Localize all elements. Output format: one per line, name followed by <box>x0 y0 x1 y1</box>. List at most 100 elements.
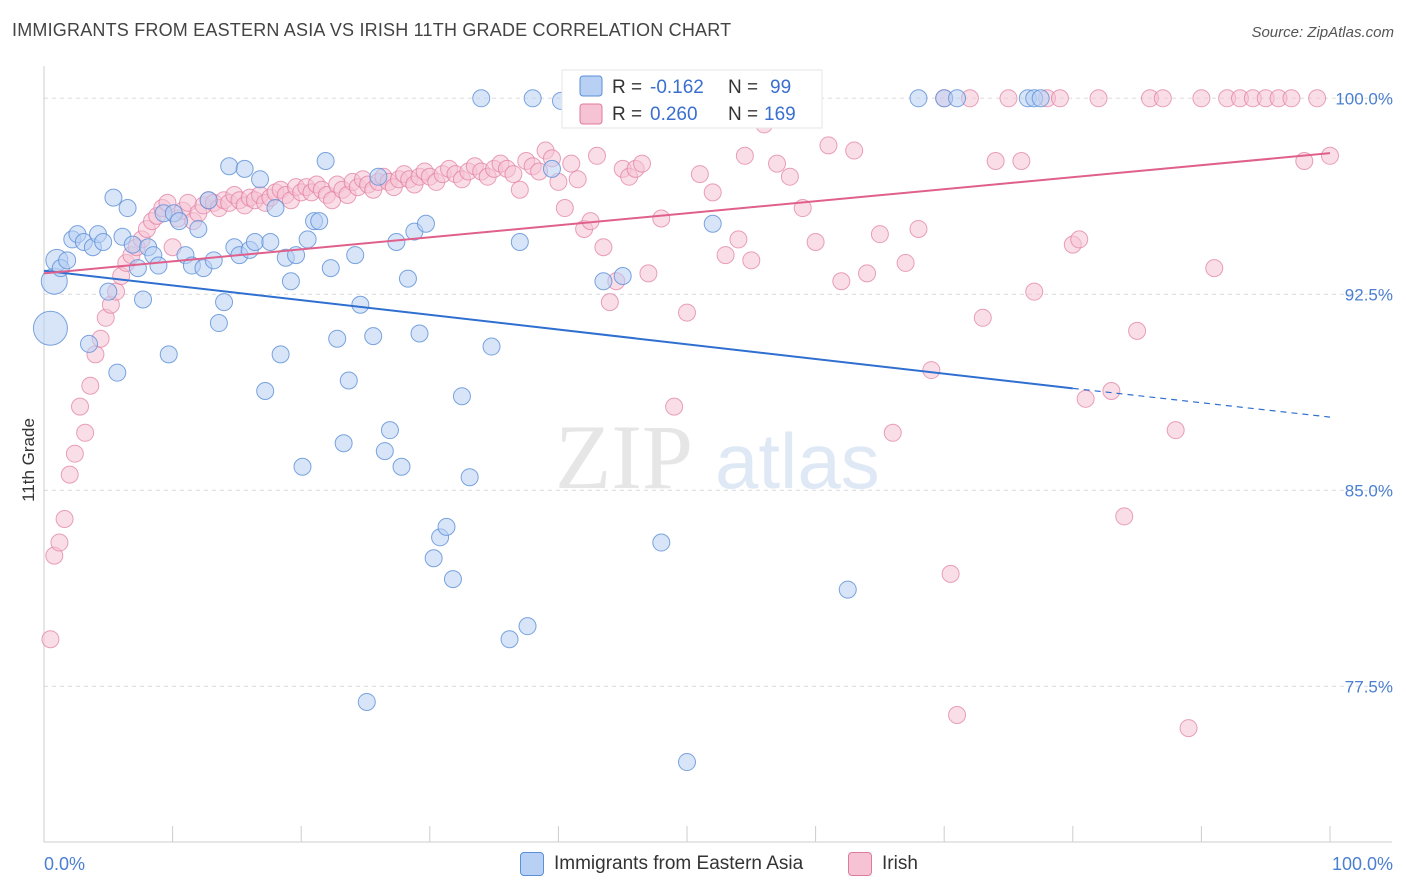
eastern-asia-point <box>472 89 491 108</box>
eastern-asia-point <box>460 468 479 487</box>
eastern-asia-point <box>838 580 857 599</box>
eastern-asia-point <box>204 251 223 270</box>
legend-item-eastern-asia: Immigrants from Eastern Asia <box>520 852 803 876</box>
eastern-asia-point <box>410 324 429 343</box>
source-label: Source: ZipAtlas.com <box>1251 24 1394 41</box>
chart-title: IMMIGRANTS FROM EASTERN ASIA VS IRISH 11… <box>12 20 732 40</box>
irish-point <box>65 444 84 463</box>
irish-point <box>60 465 79 484</box>
watermark-atlas: atlas <box>715 417 880 505</box>
stats-r-label-blue: R = <box>612 77 642 98</box>
trend-lines <box>43 152 1331 418</box>
eastern-asia-point <box>128 259 147 278</box>
irish-point <box>1308 89 1327 108</box>
legend-label-eastern-asia: Immigrants from Eastern Asia <box>554 853 804 874</box>
eastern-asia-point <box>364 327 383 346</box>
eastern-asia-point <box>80 334 99 353</box>
irish-point <box>678 303 696 322</box>
stats-n-label-pink: N = <box>728 104 758 125</box>
x-tick-label-end: 100.0% <box>1332 854 1393 874</box>
eastern-asia-point <box>159 345 178 364</box>
legend-label-irish: Irish <box>882 853 918 874</box>
irish-point <box>1012 152 1031 171</box>
y-tick-label: 100.0% <box>1335 89 1393 108</box>
irish-point <box>729 230 748 249</box>
irish-point <box>1128 321 1147 340</box>
eastern-asia-point <box>134 290 153 309</box>
irish-point <box>832 272 851 291</box>
eastern-asia-point <box>510 233 529 252</box>
eastern-asia-point <box>523 89 542 108</box>
irish-point <box>55 510 74 529</box>
eastern-asia-point <box>298 230 317 249</box>
eastern-asia-point <box>321 259 340 278</box>
irish-point <box>1102 381 1121 400</box>
stats-r-label-pink: R = <box>612 104 642 125</box>
eastern-asia-point <box>281 272 300 291</box>
eastern-asia-point <box>437 517 456 536</box>
eastern-asia-point <box>251 170 270 189</box>
irish-trend-line <box>43 152 1331 275</box>
irish-point <box>1321 146 1339 165</box>
eastern-asia-point <box>99 282 118 301</box>
y-tick-label: 92.5% <box>1345 285 1393 304</box>
y-tick-label: 85.0% <box>1345 481 1393 500</box>
eastern-asia-point <box>261 233 280 252</box>
irish-point <box>768 154 787 173</box>
eastern-asia-point <box>339 371 358 390</box>
eastern-asia-point <box>209 314 228 333</box>
irish-point <box>973 308 992 327</box>
eastern-asia-point <box>424 549 443 568</box>
irish-point <box>1192 89 1211 108</box>
eastern-asia-point <box>357 692 376 711</box>
irish-point <box>665 397 684 416</box>
irish-point <box>870 225 889 244</box>
eastern-asia-point <box>652 533 671 552</box>
irish-point <box>986 152 1005 171</box>
stats-legend: R = -0.162 N = 99 R = 0.260 N = 169 <box>561 69 823 129</box>
eastern-asia-trend-line <box>43 269 1073 390</box>
eastern-asia-point <box>199 191 218 210</box>
irish-point <box>41 630 60 649</box>
eastern-asia-point <box>293 457 312 476</box>
eastern-asia-point <box>948 89 967 108</box>
eastern-asia-point <box>108 363 127 382</box>
irish-point <box>1115 507 1134 526</box>
irish-point <box>76 423 95 442</box>
irish-point <box>883 423 902 442</box>
eastern-asia-point <box>909 89 928 108</box>
irish-point <box>510 180 529 199</box>
eastern-asia-point <box>94 233 113 252</box>
eastern-asia-point <box>542 159 561 178</box>
eastern-asia-point <box>245 233 264 252</box>
irish-point <box>568 170 587 189</box>
eastern-asia-point <box>328 329 347 348</box>
irish-point <box>941 564 960 583</box>
irish-point <box>999 89 1018 108</box>
irish-point <box>594 238 613 257</box>
irish-point <box>1282 89 1301 108</box>
eastern-asia-point <box>369 167 388 186</box>
irish-points <box>41 89 1339 738</box>
eastern-asia-point <box>316 152 335 171</box>
irish-point <box>806 233 825 252</box>
eastern-asia-point <box>594 272 613 291</box>
eastern-asia-point <box>387 233 406 252</box>
legend-swatch-blue <box>520 852 544 876</box>
eastern-asia-point <box>271 345 290 364</box>
irish-point <box>716 246 735 265</box>
irish-point <box>742 251 761 270</box>
legend-item-irish: Irish <box>848 852 918 876</box>
stats-n-label-blue: N = <box>728 77 758 98</box>
eastern-asia-point <box>518 617 537 636</box>
y-tick-label: 77.5% <box>1345 677 1393 696</box>
eastern-asia-point <box>678 753 696 772</box>
eastern-asia-point <box>149 256 168 275</box>
irish-point <box>1089 89 1108 108</box>
eastern-asia-point <box>398 269 417 288</box>
eastern-asia-point <box>32 310 68 346</box>
stats-n-value-pink: 169 <box>764 104 796 125</box>
legend-swatch-pink <box>848 852 872 876</box>
irish-point <box>1205 259 1224 278</box>
